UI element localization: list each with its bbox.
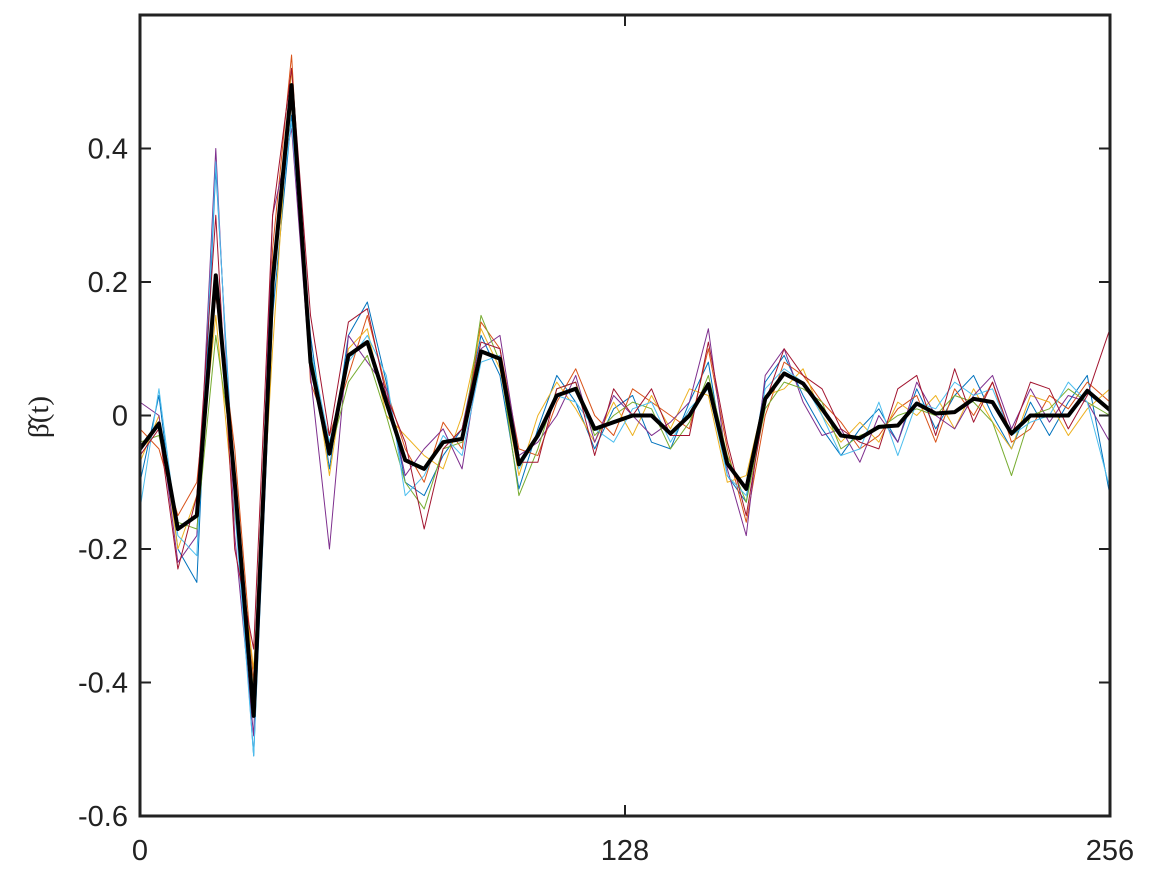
- data-line: [139, 127, 1111, 737]
- data-line: [139, 67, 1111, 650]
- y-tick-label: -0.2: [78, 534, 128, 566]
- y-tick-label: 0.2: [88, 267, 128, 299]
- data-line: [138, 83, 1112, 718]
- y-tick-label: -0.4: [78, 668, 128, 700]
- x-tick-label: 256: [1086, 835, 1134, 867]
- y-tick-label: 0: [112, 401, 128, 433]
- data-line: [139, 121, 1111, 757]
- x-tick-label: 128: [601, 835, 649, 867]
- data-line: [139, 101, 1111, 697]
- y-axis-label: β̂(t): [23, 396, 55, 438]
- y-tick-label: -0.6: [78, 801, 128, 833]
- y-tick-label: 0.4: [88, 134, 128, 166]
- data-line: [139, 114, 1111, 757]
- x-tick-label: 0: [132, 835, 148, 867]
